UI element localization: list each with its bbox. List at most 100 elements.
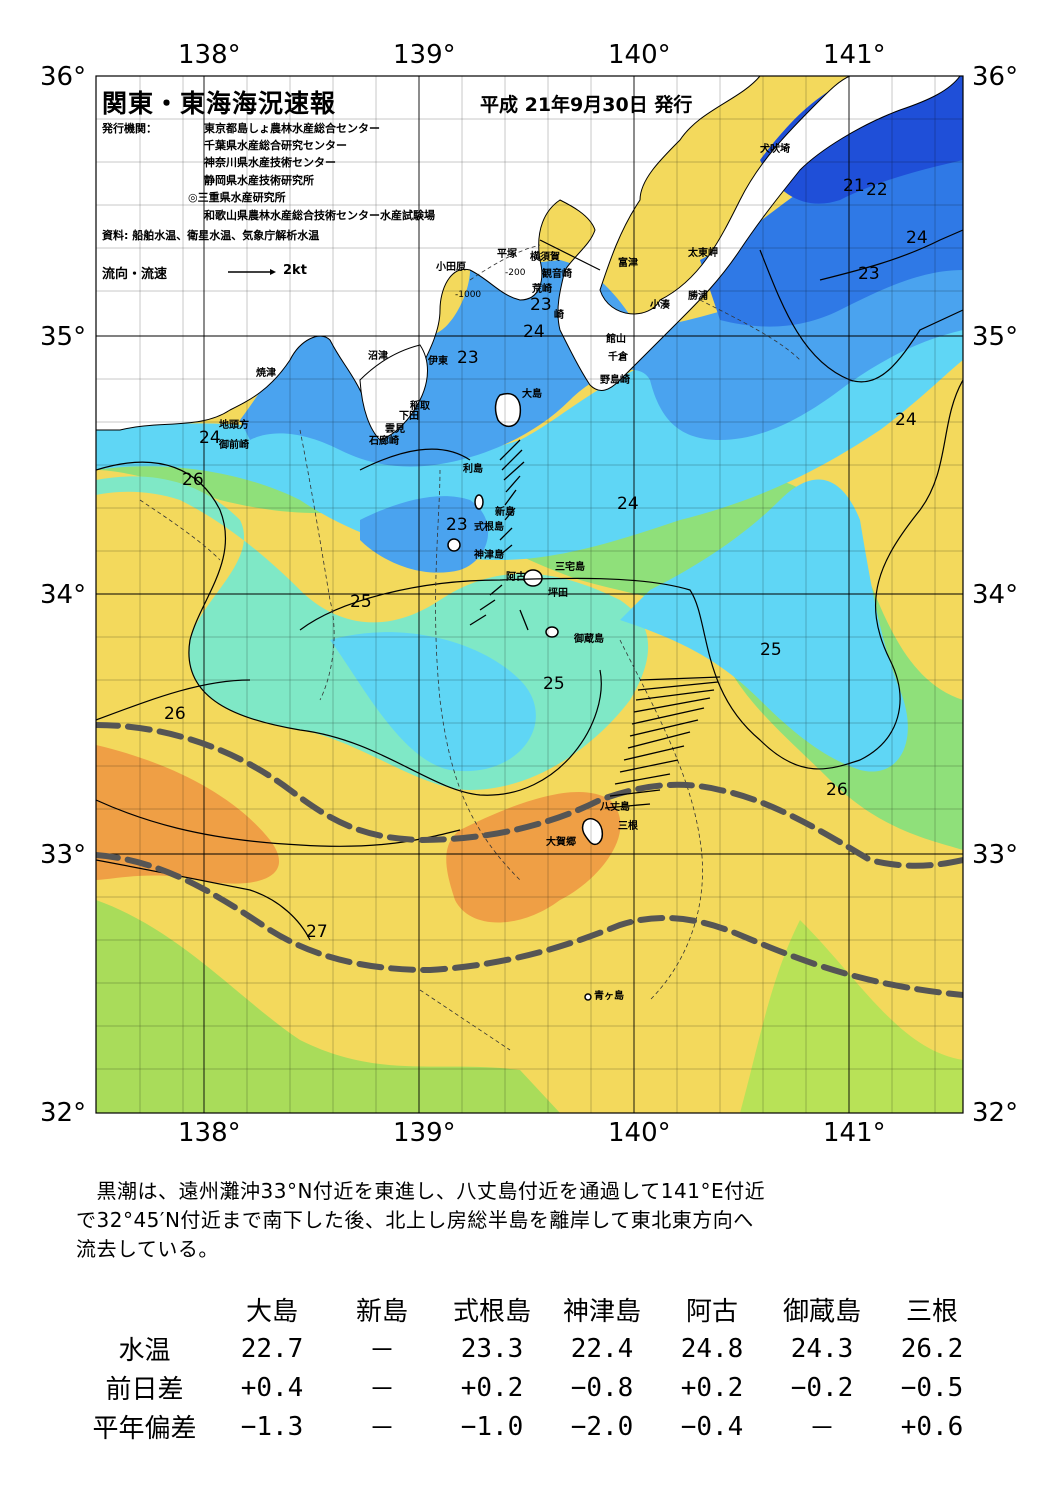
col-oshima: 大島	[245, 1297, 298, 1327]
table-cell: －	[808, 1414, 835, 1444]
issuer-3: 神奈川県水産技術センター	[204, 156, 336, 169]
table-header-row: 大島 新島 式根島 神津島 阿古 御蔵島 三根	[72, 1290, 987, 1329]
island-niijima	[474, 494, 484, 510]
row-label: 平年偏差	[92, 1414, 197, 1444]
zone-24-east	[620, 479, 908, 772]
col-niijima: 新島	[355, 1297, 408, 1327]
isotherms	[96, 229, 963, 941]
table-cell: +0.2	[460, 1372, 524, 1403]
col-sanne: 三根	[905, 1297, 958, 1327]
table-cell: 24.3	[790, 1333, 854, 1364]
flow-scale-label: 2kt	[283, 263, 307, 278]
grid-fine	[96, 76, 963, 1113]
issuer-label: 発行機関：	[102, 122, 157, 135]
isotherm-label: 26	[182, 470, 204, 490]
table-cell: －	[368, 1375, 395, 1405]
isotherm-label: 23	[457, 348, 479, 368]
table-row: 水温 22.7 － 23.3 22.4 24.8 24.3 26.2	[72, 1329, 987, 1368]
zone-22	[700, 140, 963, 327]
isotherm-label: 23	[858, 264, 880, 284]
summary-line-2: で32°45′N付近まで南下した後、北上し房総半島を離岸して東北東方向へ	[76, 1208, 754, 1232]
table-cell: −1.0	[460, 1411, 524, 1442]
place-numazu: 沼津	[368, 351, 388, 362]
flow-label: 流向・流速	[102, 267, 168, 282]
place-yokosuka: 横須賀	[530, 252, 560, 263]
place-shimoda: 下田	[399, 411, 419, 422]
place-irozaki: 石廊崎	[369, 436, 399, 447]
col-kozushima: 神津島	[562, 1297, 641, 1327]
table-cell: 23.3	[460, 1333, 524, 1364]
place-jogashima: 崎	[554, 310, 564, 321]
place-jitogata: 地頭方	[219, 420, 249, 431]
place-odawara: 小田原	[436, 262, 466, 273]
island-temperature-table: 大島 新島 式根島 神津島 阿古 御蔵島 三根 水温 22.7 － 23.3 2…	[72, 1290, 987, 1446]
issuer-6: 和歌山県農林水産総合技術センター水産試験場	[204, 209, 435, 222]
isotherm-label: 27	[306, 922, 328, 942]
isotherm-label: 24	[906, 228, 928, 248]
place-omaezaki: 御前崎	[219, 440, 249, 451]
grid-main	[96, 76, 963, 1113]
place-hiratsuka: 平塚	[497, 249, 517, 260]
col-mikurajima: 御蔵島	[782, 1297, 861, 1327]
map-title: 関東・東海海況速報	[102, 89, 337, 118]
isotherm-label: 24	[895, 410, 917, 430]
isotherm-label: 24	[523, 322, 545, 342]
table-cell: 24.8	[680, 1333, 744, 1364]
zone-21	[760, 76, 963, 204]
place-kannonzaki: 観音崎	[542, 269, 572, 280]
place-sanne: 三根	[618, 821, 638, 832]
isotherm-label: 23	[446, 515, 468, 535]
table-cell: －	[368, 1414, 395, 1444]
place-ito: 伊東	[428, 356, 448, 367]
place-mera: 雲見	[385, 424, 405, 435]
zone-26-se	[740, 920, 963, 1113]
place-ako: 阿古	[506, 572, 526, 583]
table-cell: −0.2	[790, 1372, 854, 1403]
table-row: 前日差 +0.4 － +0.2 −0.8 +0.2 −0.2 −0.5	[72, 1368, 987, 1407]
place-inatori: 稲取	[410, 401, 430, 412]
place-kozushima: 神津島	[474, 550, 504, 561]
island-kozushima	[447, 538, 461, 552]
lat-right-35: 35°	[972, 322, 1019, 352]
place-katsuura: 勝浦	[688, 291, 708, 302]
issuer-4: 静岡県水産技術研究所	[204, 174, 314, 187]
place-tateyama: 館山	[606, 334, 626, 345]
place-okago: 大賀郷	[546, 837, 576, 848]
lon-bottom-139: 139°	[393, 1118, 456, 1148]
island-oshima	[494, 393, 522, 427]
isotherm-label: 26	[826, 780, 848, 800]
island-hachijojima	[581, 818, 604, 846]
lon-bottom-138: 138°	[178, 1118, 241, 1148]
data-source: 資料: 船舶水温、衛星水温、気象庁解析水温	[102, 229, 320, 242]
table-cell: +0.6	[900, 1411, 964, 1442]
place-kominato: 小湊	[650, 300, 670, 311]
lon-top-138: 138°	[178, 40, 241, 70]
issuer-1: 東京都島しょ農林水産総合センター	[204, 122, 380, 135]
land-honshu	[96, 76, 961, 431]
isotherm-label: 23	[530, 295, 552, 315]
table-row: 平年偏差 −1.3 － −1.0 −2.0 −0.4 － +0.6	[72, 1407, 987, 1446]
land-izu	[359, 344, 428, 441]
place-inubozaki: 犬吠埼	[760, 144, 790, 155]
table-cell: −0.8	[570, 1372, 634, 1403]
place-arasaki: 荒崎	[532, 284, 552, 295]
lat-right-32: 32°	[972, 1098, 1019, 1128]
isotherm-label: 24	[199, 428, 221, 448]
issuer-2: 千葉県水産総合研究センター	[204, 139, 347, 152]
place-taitomisaki: 太東岬	[688, 248, 718, 259]
zone-28-west	[96, 745, 280, 884]
zone-26-sw	[96, 900, 560, 1113]
island-aogashima	[584, 993, 592, 1001]
place-chikura: 千倉	[608, 352, 628, 363]
issuer-5: ◎三重県水産研究所	[188, 191, 286, 204]
lon-bottom-140: 140°	[608, 1118, 671, 1148]
isotherm-label: 21	[843, 176, 865, 196]
row-label: 水温	[118, 1336, 171, 1366]
table-cell: +0.2	[680, 1372, 744, 1403]
place-tsubota: 坪田	[548, 588, 568, 599]
map-frame	[95, 75, 964, 1114]
lat-right-36: 36°	[972, 62, 1019, 92]
row-label: 前日差	[105, 1375, 184, 1405]
table-cell: －	[368, 1336, 395, 1366]
lat-left-34: 34°	[40, 580, 87, 610]
